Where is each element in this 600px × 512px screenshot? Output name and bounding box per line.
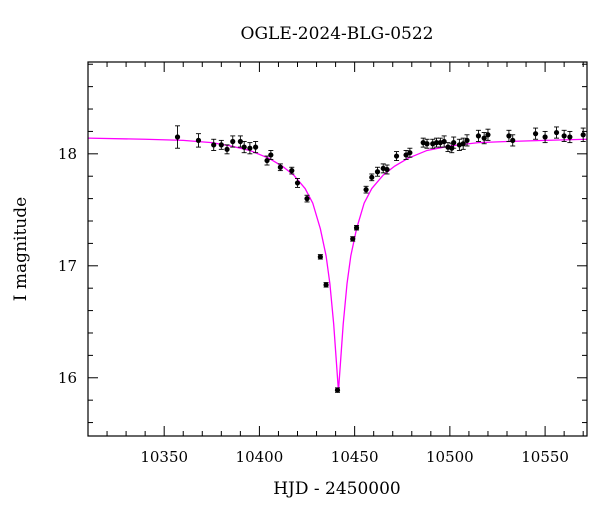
data-point xyxy=(580,132,586,138)
axis-ticks xyxy=(87,62,587,436)
chart-title: OGLE-2024-BLG-0522 xyxy=(241,24,434,44)
data-point xyxy=(403,152,409,158)
data-point xyxy=(334,387,341,393)
y-tick-labels: 16 17 18 xyxy=(58,145,77,387)
data-point xyxy=(317,254,323,260)
data-point xyxy=(475,133,482,139)
x-tick-label: 10350 xyxy=(140,448,188,466)
data-point xyxy=(211,142,217,148)
data-point xyxy=(506,133,512,139)
x-axis-label: HJD - 2450000 xyxy=(273,479,401,499)
data-point xyxy=(195,137,202,143)
data-point xyxy=(567,134,573,140)
data-point xyxy=(353,225,360,231)
data-point xyxy=(350,236,356,242)
data-point xyxy=(510,137,516,143)
data-point xyxy=(532,131,539,137)
model-curve xyxy=(87,137,588,392)
data-point xyxy=(542,134,548,140)
x-tick-label: 10550 xyxy=(521,448,569,466)
data-point xyxy=(485,132,491,138)
y-tick-label: 18 xyxy=(58,145,77,163)
x-tick-label: 10400 xyxy=(236,448,284,466)
y-axis-label: I magnitude xyxy=(11,197,31,301)
data-point xyxy=(230,138,236,145)
x-tick-label: 10500 xyxy=(426,448,474,466)
data-point xyxy=(553,129,560,136)
data-point xyxy=(247,145,253,151)
data-point xyxy=(277,164,283,170)
data-point xyxy=(268,152,274,158)
data-point xyxy=(464,137,470,143)
data-points xyxy=(174,125,586,393)
data-point xyxy=(264,157,270,164)
data-point xyxy=(363,187,369,193)
data-point xyxy=(174,134,181,140)
data-point xyxy=(451,140,457,146)
data-point xyxy=(481,135,487,141)
plot-frame xyxy=(87,61,588,437)
data-point xyxy=(294,180,301,186)
y-tick-label: 16 xyxy=(58,369,77,387)
x-tick-label: 10450 xyxy=(331,448,379,466)
data-point xyxy=(369,174,375,180)
data-point xyxy=(304,196,310,202)
data-point xyxy=(218,142,224,148)
data-point xyxy=(393,153,400,159)
data-point xyxy=(289,168,295,174)
data-point xyxy=(374,169,381,175)
data-point xyxy=(433,140,440,146)
data-point xyxy=(460,141,466,147)
data-point xyxy=(441,138,447,145)
x-tick-labels: 10350 10400 10450 10500 10550 xyxy=(140,448,569,466)
data-point xyxy=(224,146,230,152)
data-point xyxy=(407,150,413,156)
data-point xyxy=(323,282,329,288)
y-tick-label: 17 xyxy=(58,257,77,275)
data-point xyxy=(241,144,247,150)
data-point xyxy=(253,144,259,150)
data-point xyxy=(384,166,390,173)
data-point xyxy=(237,138,243,145)
data-point xyxy=(561,133,567,139)
data-point xyxy=(424,141,430,147)
